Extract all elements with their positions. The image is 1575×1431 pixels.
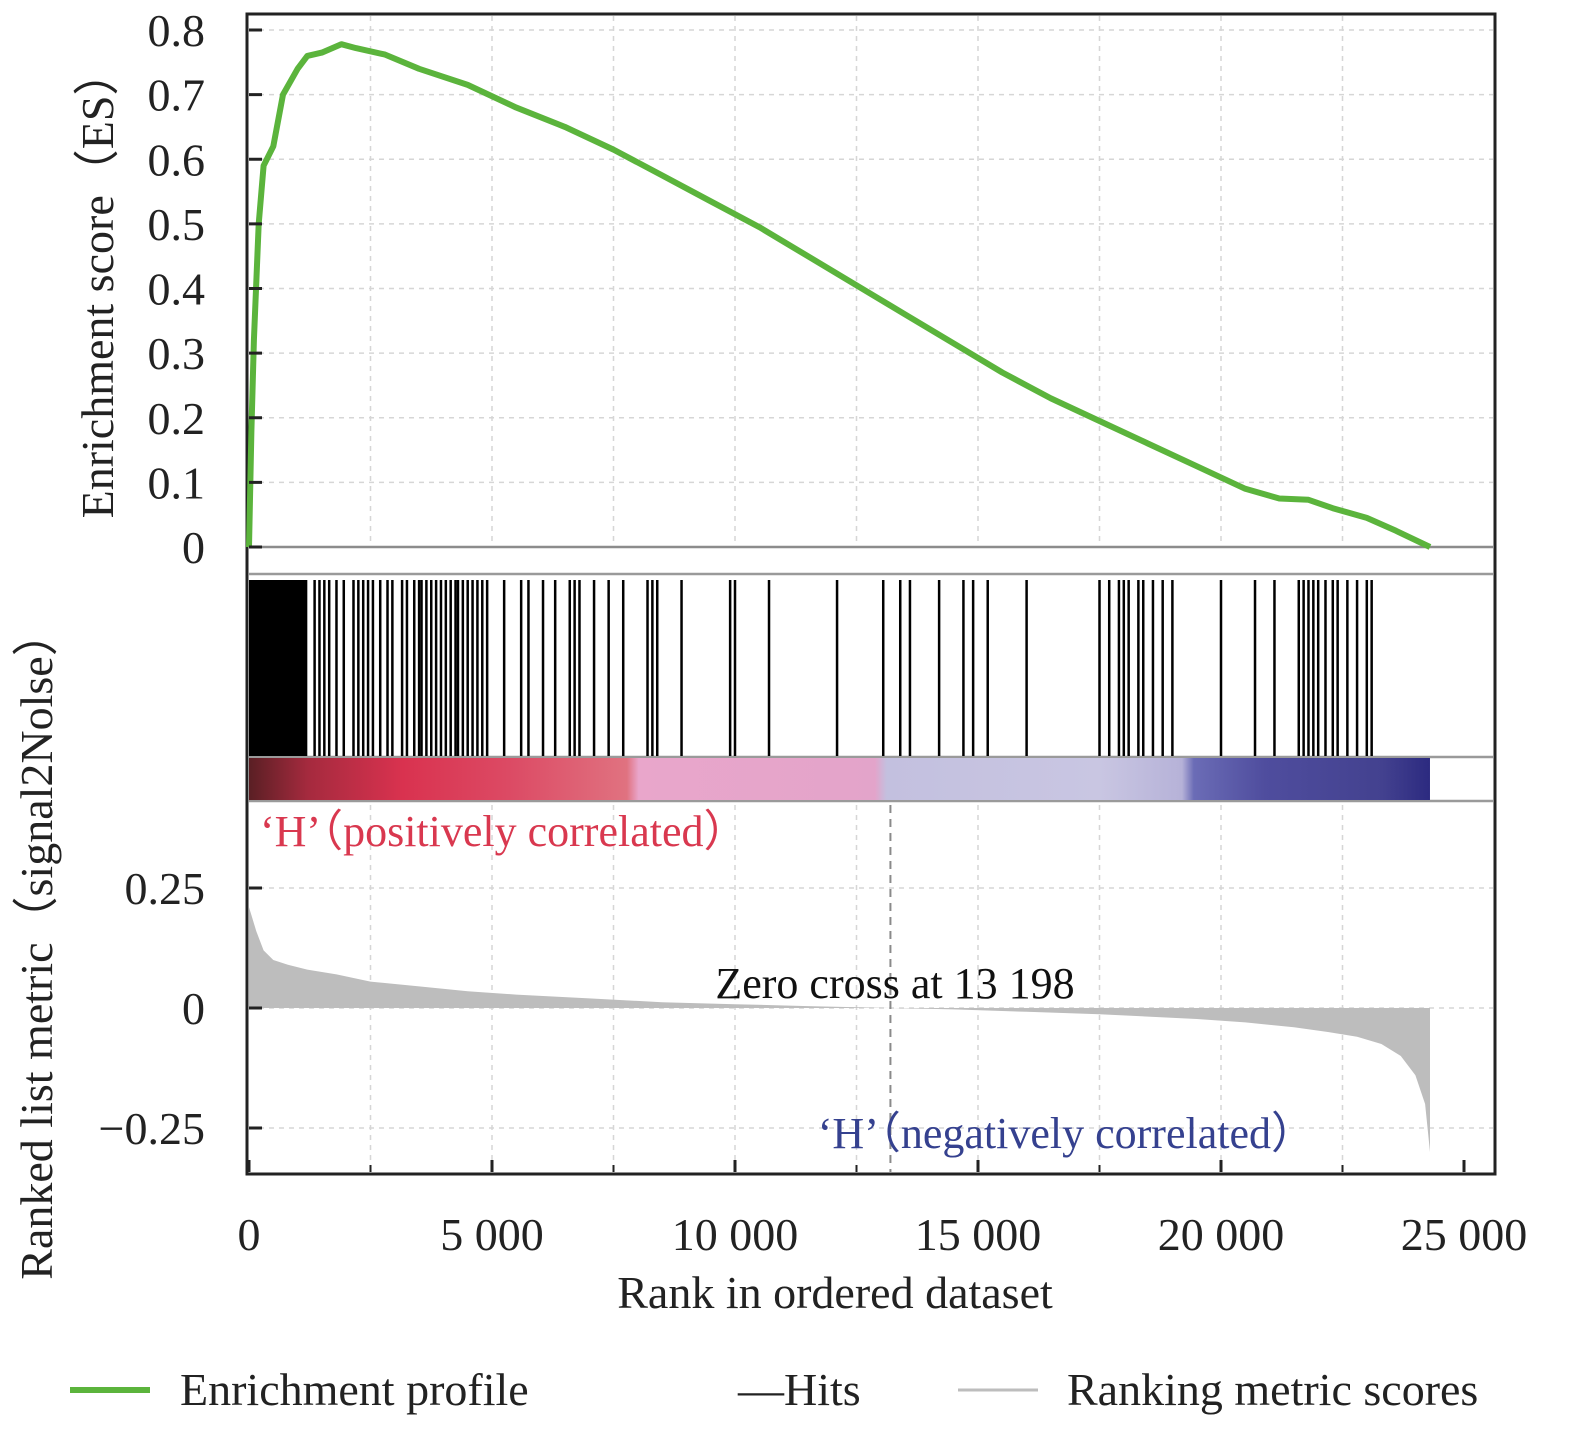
- metric-y-tick-label: 0: [182, 983, 205, 1034]
- plot-frame: [245, 12, 1497, 1176]
- es-y-tick-label: 0.7: [148, 70, 206, 121]
- es-y-axis: 0 0.1 0.2 0.3 0.4 0.5 0.6 0.7 0.8: [148, 5, 262, 573]
- x-tick-label: 0: [238, 1209, 261, 1260]
- metric-y-tick-label: 0.25: [125, 863, 206, 914]
- enrichment-profile-line: [246, 41, 1432, 550]
- x-tick-label: 5 000: [440, 1209, 544, 1260]
- legend: Enrichment profile —Hits Ranking metric …: [70, 1364, 1478, 1415]
- x-axis: 0 5 000 10 000 15 000 20 000 25 000: [238, 1160, 1528, 1260]
- positively-correlated-label: ‘H’（positively correlated）: [260, 807, 748, 856]
- x-tick-label: 20 000: [1158, 1209, 1285, 1260]
- legend-label-enrichment-profile: Enrichment profile: [180, 1364, 529, 1415]
- es-y-tick-label: 0: [182, 522, 205, 573]
- es-y-tick-label: 0.5: [148, 199, 206, 250]
- es-y-tick-label: 0.8: [148, 5, 206, 56]
- x-tick-label: 25 000: [1401, 1209, 1528, 1260]
- es-y-tick-label: 0.1: [148, 457, 206, 508]
- legend-label-ranking-metric-scores: Ranking metric scores: [1067, 1364, 1478, 1415]
- es-y-tick-label: 0.2: [148, 393, 206, 444]
- x-axis-label: Rank in ordered dataset: [617, 1267, 1053, 1318]
- es-grid: [249, 16, 1493, 545]
- metric-y-axis: −0.25 0 0.25: [99, 863, 262, 1154]
- negatively-correlated-label: ‘H’（negatively correlated）: [818, 1109, 1315, 1158]
- hits-dense-block: [249, 580, 308, 756]
- x-tick-label: 10 000: [672, 1209, 799, 1260]
- es-y-tick-label: 0.6: [148, 134, 206, 185]
- rank-color-bar: [249, 758, 1430, 800]
- metric-y-tick-label: −0.25: [99, 1103, 205, 1154]
- hits-panel: [249, 580, 1373, 756]
- es-y-tick-label: 0.4: [148, 264, 206, 315]
- metric-y-axis-label: Ranked list metric（signal2Nolse）: [11, 610, 62, 1279]
- es-y-tick-label: 0.3: [148, 328, 206, 379]
- es-y-axis-label: Enrichment score（ES）: [72, 50, 123, 519]
- legend-label-hits: —Hits: [737, 1364, 861, 1415]
- x-tick-label: 15 000: [915, 1209, 1042, 1260]
- zero-cross-label: Zero cross at 13 198: [715, 959, 1074, 1008]
